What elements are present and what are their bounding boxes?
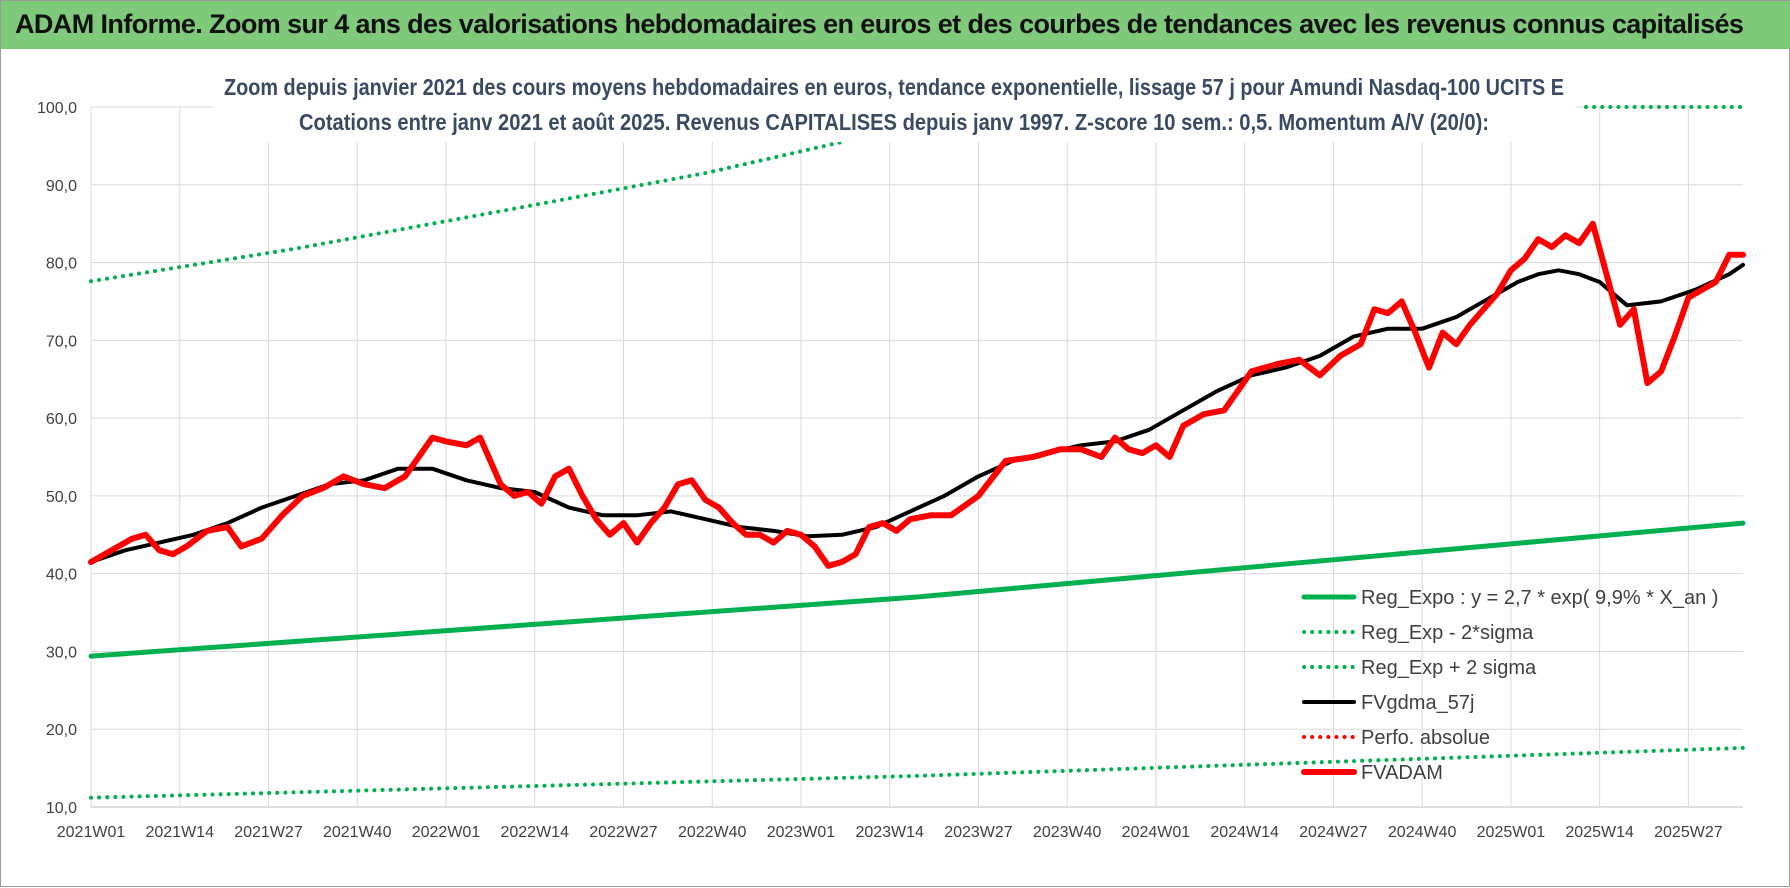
- x-tick-label: 2024W01: [1122, 824, 1191, 841]
- legend-label: Perfo. absolue: [1361, 727, 1490, 749]
- y-tick-label: 90,0: [46, 178, 77, 195]
- y-tick-label: 20,0: [46, 722, 77, 739]
- chart-title-background: [213, 68, 1576, 142]
- x-tick-label: 2023W14: [855, 824, 924, 841]
- x-tick-label: 2023W40: [1033, 824, 1102, 841]
- legend-label: Reg_Exp + 2 sigma: [1361, 657, 1537, 679]
- series-line-4: [89, 262, 1745, 564]
- x-tick-label: 2021W01: [57, 824, 126, 841]
- x-axis-ticks: 2021W01 2021W14 2021W27 2021W40 2022W01 2022W…: [57, 824, 1723, 841]
- gridlines: [90, 106, 1743, 808]
- chart-title-line-1: Zoom depuis janvier 2021 des cours moyen…: [224, 74, 1564, 100]
- x-tick-label: 2025W01: [1477, 824, 1546, 841]
- y-tick-label: 10,0: [46, 800, 77, 817]
- legend-label: Reg_Exp - 2*sigma: [1361, 622, 1534, 644]
- x-tick-label: 2022W01: [412, 824, 481, 841]
- x-tick-label: 2024W27: [1299, 824, 1368, 841]
- legend-label: Reg_Expo : y = 2,7 * exp( 9,9% * X_an ): [1361, 587, 1718, 609]
- series-line-2: [89, 140, 844, 284]
- y-tick-label: 50,0: [46, 489, 77, 506]
- x-tick-label: 2024W40: [1388, 824, 1457, 841]
- x-tick-label: 2022W40: [678, 824, 747, 841]
- y-tick-label: 40,0: [46, 567, 77, 584]
- legend-label: FVgdma_57j: [1361, 692, 1474, 714]
- x-tick-label: 2023W01: [767, 824, 836, 841]
- header-bar: ADAM Informe. Zoom sur 4 ans des valoris…: [1, 1, 1790, 49]
- x-tick-label: 2023W27: [944, 824, 1013, 841]
- y-axis-ticks: 10,0 20,0 30,0 40,0 50,0 60,0 70,0 80,0 90,0 100,…: [37, 100, 77, 817]
- y-tick-label: 70,0: [46, 333, 77, 350]
- chart-title-line-2: Cotations entre janv 2021 et août 2025. …: [299, 109, 1489, 135]
- legend: Reg_Expo : y = 2,7 * exp( 9,9% * X_an ) R…: [1301, 587, 1718, 784]
- x-tick-label: 2022W14: [500, 824, 569, 841]
- series-lines: [88, 105, 1746, 800]
- x-tick-label: 2025W14: [1565, 824, 1634, 841]
- page-title: ADAM Informe. Zoom sur 4 ans des valoris…: [15, 9, 1744, 39]
- x-tick-label: 2021W14: [145, 824, 214, 841]
- legend-label: FVADAM: [1361, 762, 1443, 784]
- x-tick-label: 2022W27: [589, 824, 658, 841]
- series-line-6: [88, 220, 1746, 569]
- y-tick-label: 80,0: [46, 256, 77, 273]
- series-line-0: [88, 520, 1746, 659]
- y-tick-label: 60,0: [46, 411, 77, 428]
- x-tick-label: 2021W27: [234, 824, 303, 841]
- x-tick-label: 2025W27: [1654, 824, 1723, 841]
- series-line-1: [89, 745, 1745, 800]
- y-tick-label: 30,0: [46, 644, 77, 661]
- chart-title: Zoom depuis janvier 2021 des cours moyen…: [213, 68, 1576, 142]
- x-tick-label: 2024W14: [1210, 824, 1279, 841]
- y-tick-label: 100,0: [37, 100, 77, 117]
- x-tick-label: 2021W40: [323, 824, 392, 841]
